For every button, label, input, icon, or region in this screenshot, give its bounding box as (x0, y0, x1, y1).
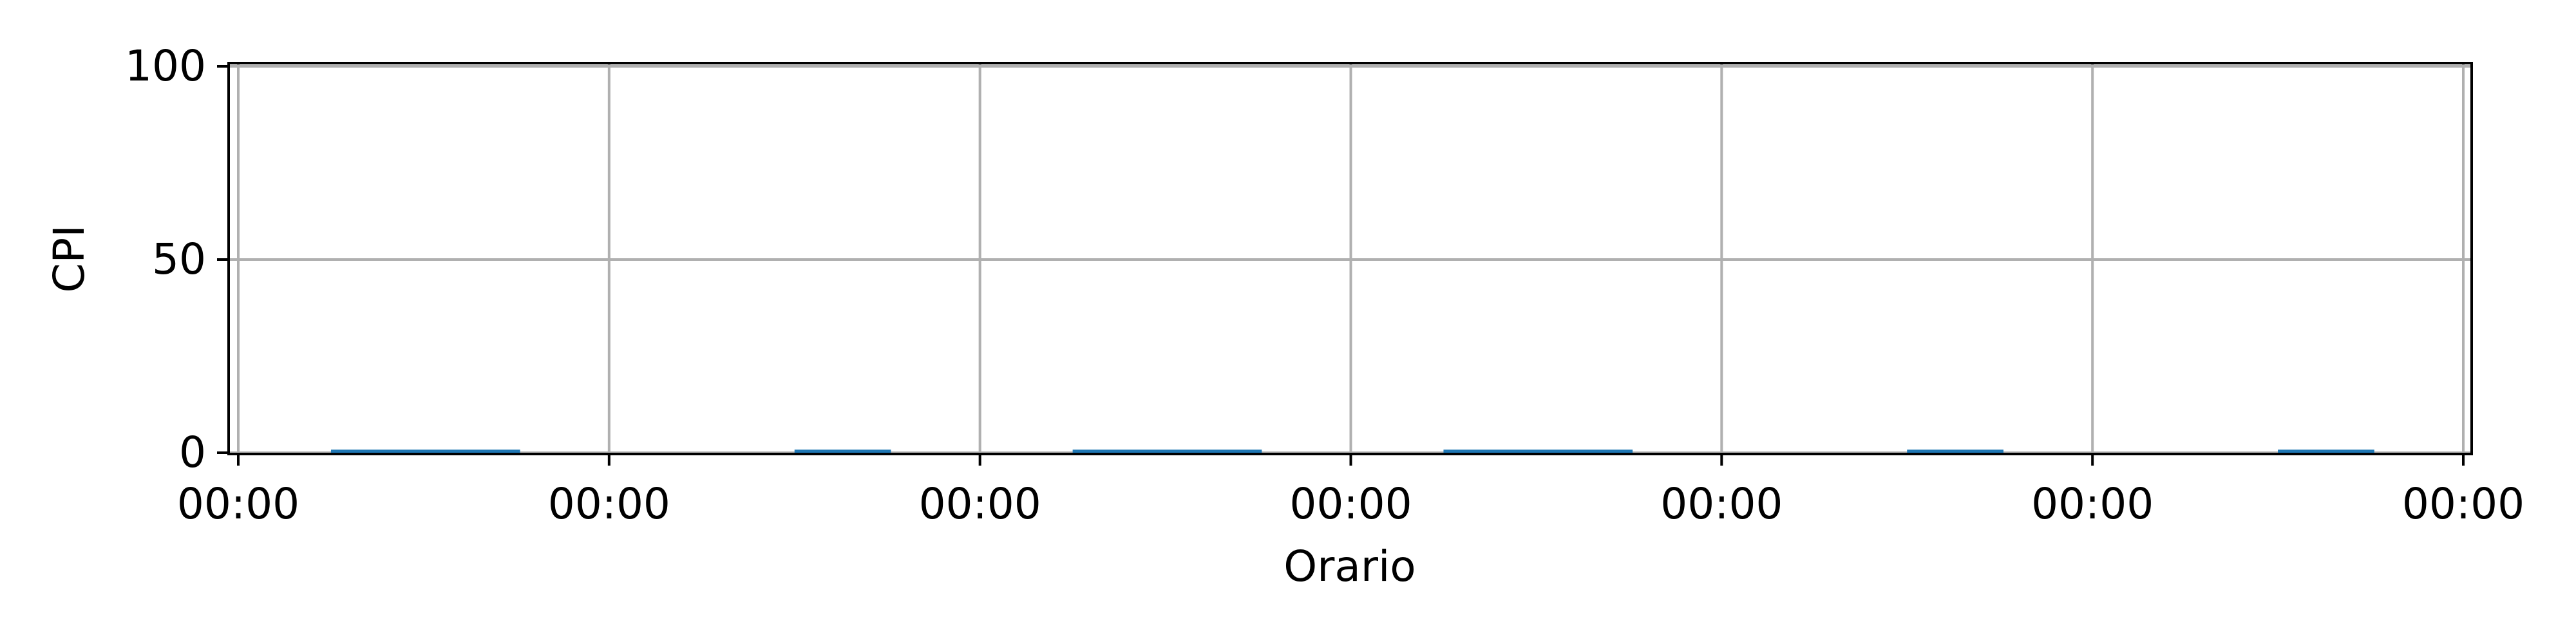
bar (1443, 450, 1633, 454)
bar (1072, 450, 1262, 454)
bar (330, 450, 520, 454)
bar (1907, 450, 2003, 454)
grid-layer (229, 63, 2472, 454)
bars-layer (330, 450, 2374, 454)
y-tick-label: 50 (152, 234, 206, 284)
x-tick-label: 00:00 (1660, 479, 1783, 529)
x-tick-label: 00:00 (919, 479, 1041, 529)
bar (794, 450, 891, 454)
y-tick-label: 0 (179, 428, 206, 477)
y-axis-label: CPI (44, 225, 94, 292)
x-tick-label: 00:00 (1289, 479, 1412, 529)
y-tick-label: 100 (125, 41, 206, 91)
x-tick-label: 00:00 (2031, 479, 2154, 529)
ticks-layer: 00:00 00:00 00:00 00:00 00:00 00:00 00:0005010… (125, 41, 2524, 529)
x-axis-label: Orario (1283, 542, 1416, 591)
x-tick-label: 00:00 (548, 479, 670, 529)
bar (2278, 450, 2374, 454)
x-tick-label: 00:00 (177, 479, 299, 529)
x-tick-label: 00:00 (2402, 479, 2524, 529)
